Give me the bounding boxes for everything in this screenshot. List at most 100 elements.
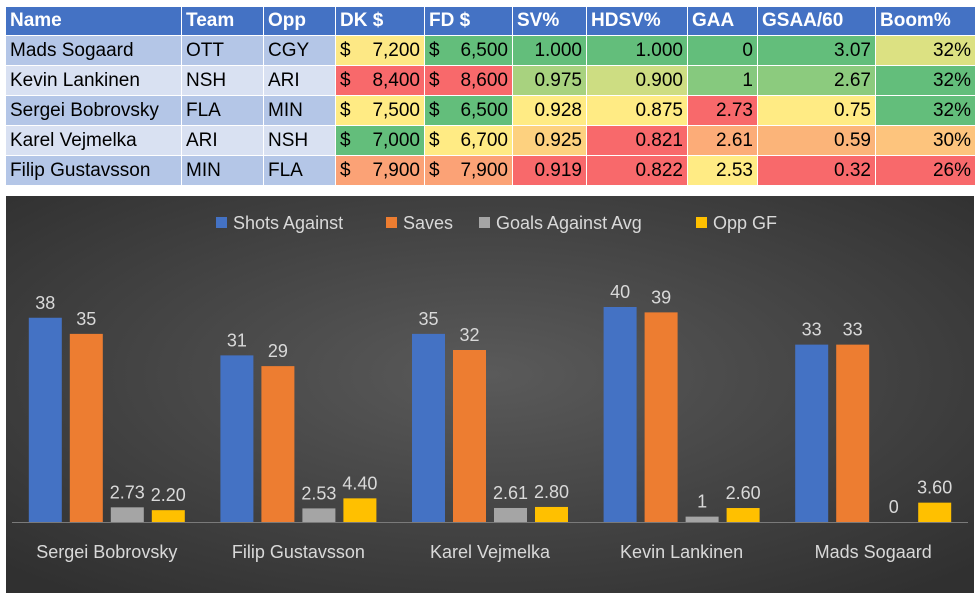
data-label: 2.61 xyxy=(493,483,528,503)
data-label: 35 xyxy=(418,309,438,329)
cell-boom: 26% xyxy=(875,155,976,186)
legend-swatch xyxy=(696,217,707,228)
bar-goals-against-avg xyxy=(110,507,144,522)
bar-shots-against xyxy=(795,344,829,522)
cell-value: 6,500 xyxy=(460,39,508,61)
category-label: Sergei Bobrovsky xyxy=(36,542,177,562)
cell-value: 6,700 xyxy=(460,129,508,151)
cell-value: 7,200 xyxy=(372,39,420,61)
data-label: 1 xyxy=(697,492,707,512)
header-gaa: GAA xyxy=(687,6,758,36)
legend-swatch xyxy=(479,217,490,228)
table-row: Sergei Bobrovsky FLA MIN $7,500 $6,500 0.928 0… xyxy=(5,95,976,126)
cell-team: MIN xyxy=(181,155,264,186)
bar-goals-against-avg xyxy=(302,508,336,522)
cell-team: FLA xyxy=(181,95,264,126)
cell-gsaa: 2.67 xyxy=(757,65,876,96)
cell-gaa: 2.53 xyxy=(687,155,758,186)
cell-gaa: 2.61 xyxy=(687,125,758,156)
cell-value: 7,900 xyxy=(372,159,420,181)
cell-dk: $7,000 xyxy=(335,125,425,156)
cell-name: Kevin Lankinen xyxy=(5,65,182,96)
data-label: 29 xyxy=(268,341,288,361)
cell-opp: ARI xyxy=(263,65,336,96)
cell-fd: $6,500 xyxy=(424,35,513,66)
data-label: 38 xyxy=(35,293,55,313)
data-label: 2.53 xyxy=(301,483,336,503)
bar-opp-gf xyxy=(726,508,760,522)
legend-label: Opp GF xyxy=(713,213,777,233)
bar-shots-against xyxy=(603,307,637,522)
cell-dk: $7,900 xyxy=(335,155,425,186)
legend-label: Goals Against Avg xyxy=(496,213,642,233)
cell-sv: 0.975 xyxy=(512,65,587,96)
header-fd: FD $ xyxy=(424,6,513,36)
bar-saves xyxy=(644,312,678,522)
cell-value: 7,900 xyxy=(460,159,508,181)
header-gsaa: GSAA/60 xyxy=(757,6,876,36)
category-label: Filip Gustavsson xyxy=(232,542,365,562)
category-label: Kevin Lankinen xyxy=(620,542,743,562)
cell-gsaa: 3.07 xyxy=(757,35,876,66)
cell-value: 6,500 xyxy=(460,99,508,121)
cell-fd: $8,600 xyxy=(424,65,513,96)
cell-team: NSH xyxy=(181,65,264,96)
table-row: Mads Sogaard OTT CGY $7,200 $6,500 1.000 1.000… xyxy=(5,35,976,66)
header-hdsv: HDSV% xyxy=(586,6,688,36)
legend-swatch xyxy=(386,217,397,228)
goalie-stats-table: Name Team Opp DK $ FD $ SV% HDSV% GAA GS… xyxy=(5,6,976,186)
cell-name: Karel Vejmelka xyxy=(5,125,182,156)
cell-hdsv: 1.000 xyxy=(586,35,688,66)
header-name: Name xyxy=(5,6,182,36)
category-label: Mads Sogaard xyxy=(815,542,932,562)
cell-boom: 30% xyxy=(875,125,976,156)
legend-label: Saves xyxy=(403,213,453,233)
cell-gsaa: 0.75 xyxy=(757,95,876,126)
data-label: 3.60 xyxy=(917,478,952,498)
cell-name: Mads Sogaard xyxy=(5,35,182,66)
bar-shots-against xyxy=(28,317,62,522)
bar-goals-against-avg xyxy=(494,507,527,522)
cell-gsaa: 0.32 xyxy=(757,155,876,186)
cell-gaa: 1 xyxy=(687,65,758,96)
cell-hdsv: 0.822 xyxy=(586,155,688,186)
bar-shots-against xyxy=(220,355,254,522)
bar-opp-gf xyxy=(918,502,952,522)
cell-hdsv: 0.821 xyxy=(586,125,688,156)
data-label: 2.60 xyxy=(726,483,761,503)
data-label: 2.80 xyxy=(534,482,569,502)
goalie-bar-chart: Shots Against Saves Goals Against Avg Opp G… xyxy=(6,196,974,593)
currency-symbol: $ xyxy=(340,39,351,61)
category-label: Karel Vejmelka xyxy=(430,542,551,562)
header-boom: Boom% xyxy=(875,6,976,36)
cell-boom: 32% xyxy=(875,95,976,126)
legend-label: Shots Against xyxy=(233,213,343,233)
data-label: 31 xyxy=(227,330,247,350)
bar-saves xyxy=(69,333,103,522)
cell-opp: CGY xyxy=(263,35,336,66)
cell-dk: $7,200 xyxy=(335,35,425,66)
header-sv: SV% xyxy=(512,6,587,36)
cell-sv: 0.925 xyxy=(512,125,587,156)
currency-symbol: $ xyxy=(429,39,440,61)
currency-symbol: $ xyxy=(429,69,440,91)
cell-gaa: 0 xyxy=(687,35,758,66)
bar-shots-against xyxy=(412,333,445,522)
data-label: 40 xyxy=(610,282,630,302)
currency-symbol: $ xyxy=(429,129,440,151)
currency-symbol: $ xyxy=(340,99,351,121)
cell-dk: $8,400 xyxy=(335,65,425,96)
data-label: 2.20 xyxy=(151,485,186,505)
data-label: 4.40 xyxy=(342,473,377,493)
header-team: Team xyxy=(181,6,264,36)
table-row: Karel Vejmelka ARI NSH $7,000 $6,700 0.925 0.8… xyxy=(5,125,976,156)
cell-hdsv: 0.875 xyxy=(586,95,688,126)
bar-goals-against-avg xyxy=(685,516,719,522)
header-dk: DK $ xyxy=(335,6,425,36)
bar-saves xyxy=(261,366,295,522)
currency-symbol: $ xyxy=(429,159,440,181)
cell-team: ARI xyxy=(181,125,264,156)
cell-value: 7,000 xyxy=(372,129,420,151)
cell-dk: $7,500 xyxy=(335,95,425,126)
cell-gaa: 2.73 xyxy=(687,95,758,126)
